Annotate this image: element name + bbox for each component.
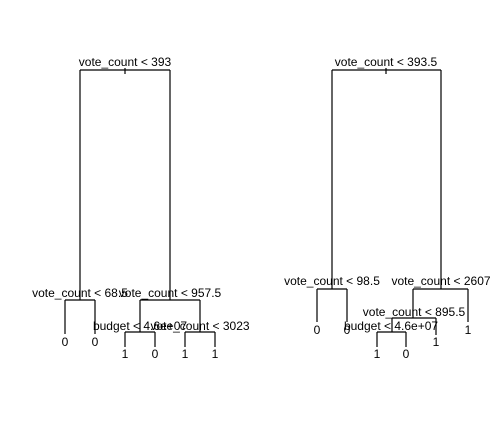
right-leaf: 0 [403,347,410,361]
right-l1-label: vote_count < 98.5 [284,274,380,288]
left-r1r-label: vote_count < 3023 [150,319,249,333]
left-leaf: 1 [122,347,129,361]
right-r1-label: vote_count < 2607 [391,274,490,288]
left-tree: vote_count < 393 vote_count < 68.5 vote_… [32,55,250,361]
right-leaf: 1 [465,323,472,337]
right-tree: vote_count < 393.5 vote_count < 98.5 vot… [284,55,491,361]
left-leaf: 0 [62,335,69,349]
right-root-label: vote_count < 393.5 [335,55,438,69]
right-r1ll-label: budget < 4.6e+07 [344,319,438,333]
right-leaf: 0 [314,323,321,337]
right-leaf: 0 [344,323,351,337]
left-leaf: 1 [182,347,189,361]
left-r1l-label: budget < 4.6e+07 [93,319,187,333]
left-leaf: 0 [92,335,99,349]
left-leaf: 0 [152,347,159,361]
right-r1l-label: vote_count < 895.5 [363,305,466,319]
left-leaf: 1 [212,347,219,361]
left-l1-label: vote_count < 68.5 [32,286,128,300]
left-root-label: vote_count < 393 [79,55,172,69]
right-leaf: 1 [433,335,440,349]
right-leaf: 1 [374,347,381,361]
left-r1-label: vote_count < 957.5 [119,286,222,300]
